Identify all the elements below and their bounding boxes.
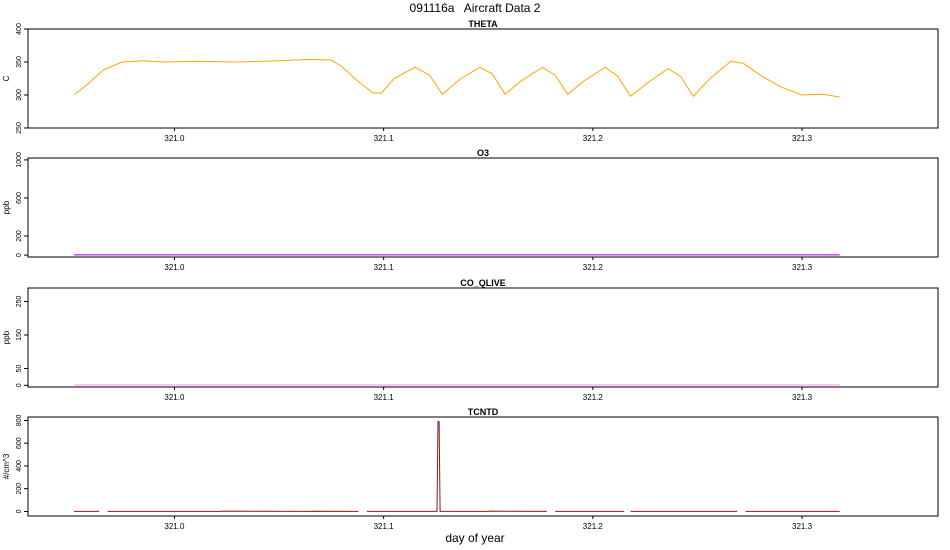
y-axis-label: ppb — [2, 200, 11, 214]
panel-title: THETA — [468, 19, 498, 29]
y-tick-label: 400 — [16, 460, 23, 472]
y-tick-label: 350 — [16, 56, 23, 68]
y-tick-label: 1000 — [16, 152, 23, 168]
y-tick-label: 600 — [16, 192, 23, 204]
y-tick-label: 250 — [16, 295, 23, 307]
y-axis-label: ppb — [2, 330, 11, 344]
plot-frame — [27, 28, 939, 129]
x-tick-label: 321.1 — [374, 393, 395, 402]
y-tick-label: 0 — [16, 509, 23, 513]
y-tick-label: 800 — [16, 414, 23, 426]
series-line — [366, 421, 455, 512]
panel-title: CO_QLIVE — [460, 278, 506, 288]
plot-frame — [27, 416, 939, 517]
y-tick-label: 250 — [16, 122, 23, 134]
x-tick-label: 321.2 — [583, 522, 604, 531]
series-line — [73, 58, 840, 98]
panel-theta: THETA C 321.0 321.1 321.2 321.3 250 300 350 400 — [2, 19, 939, 143]
y-tick-label: 0 — [16, 253, 23, 257]
x-tick-label: 321.1 — [374, 522, 395, 531]
x-tick-label: 321.3 — [792, 263, 813, 272]
y-axis-label: C — [2, 75, 11, 81]
y-tick-label: 400 — [16, 23, 23, 35]
plot-frame — [27, 287, 939, 388]
y-tick-label: 150 — [16, 329, 23, 341]
x-tick-label: 321.0 — [164, 522, 185, 531]
x-tick-label: 321.0 — [164, 134, 185, 143]
y-tick-label: 600 — [16, 437, 23, 449]
x-tick-label: 321.2 — [583, 134, 604, 143]
x-axis-label: day of year — [445, 531, 505, 545]
x-tick-label: 321.0 — [164, 393, 185, 402]
y-axis-label: #/cm^3 — [2, 453, 11, 479]
plot-frame — [27, 157, 939, 258]
page-title: 091116a Aircraft Data 2 — [409, 1, 541, 15]
x-tick-label: 321.0 — [164, 263, 185, 272]
y-tick-label: 0 — [16, 383, 23, 387]
x-tick-label: 321.2 — [583, 393, 604, 402]
x-tick-label: 321.1 — [374, 263, 395, 272]
x-tick-label: 321.1 — [374, 134, 395, 143]
y-tick-label: 200 — [16, 230, 23, 242]
panel-o3: O3 ppb 321.0 321.1 321.2 321.3 0 200 600 1000 — [2, 148, 939, 272]
x-tick-label: 321.3 — [792, 522, 813, 531]
panel-title: O3 — [477, 148, 489, 158]
panel-tcntd: TCNTD #/cm^3 321.0 321.1 321.2 321.3 0 200 400 60… — [2, 407, 939, 531]
y-tick-label: 300 — [16, 89, 23, 101]
y-tick-label: 200 — [16, 483, 23, 495]
x-tick-label: 321.2 — [583, 263, 604, 272]
y-tick-label: 50 — [16, 365, 23, 373]
x-tick-label: 321.3 — [792, 134, 813, 143]
x-tick-label: 321.3 — [792, 393, 813, 402]
panel-title: TCNTD — [468, 407, 499, 417]
